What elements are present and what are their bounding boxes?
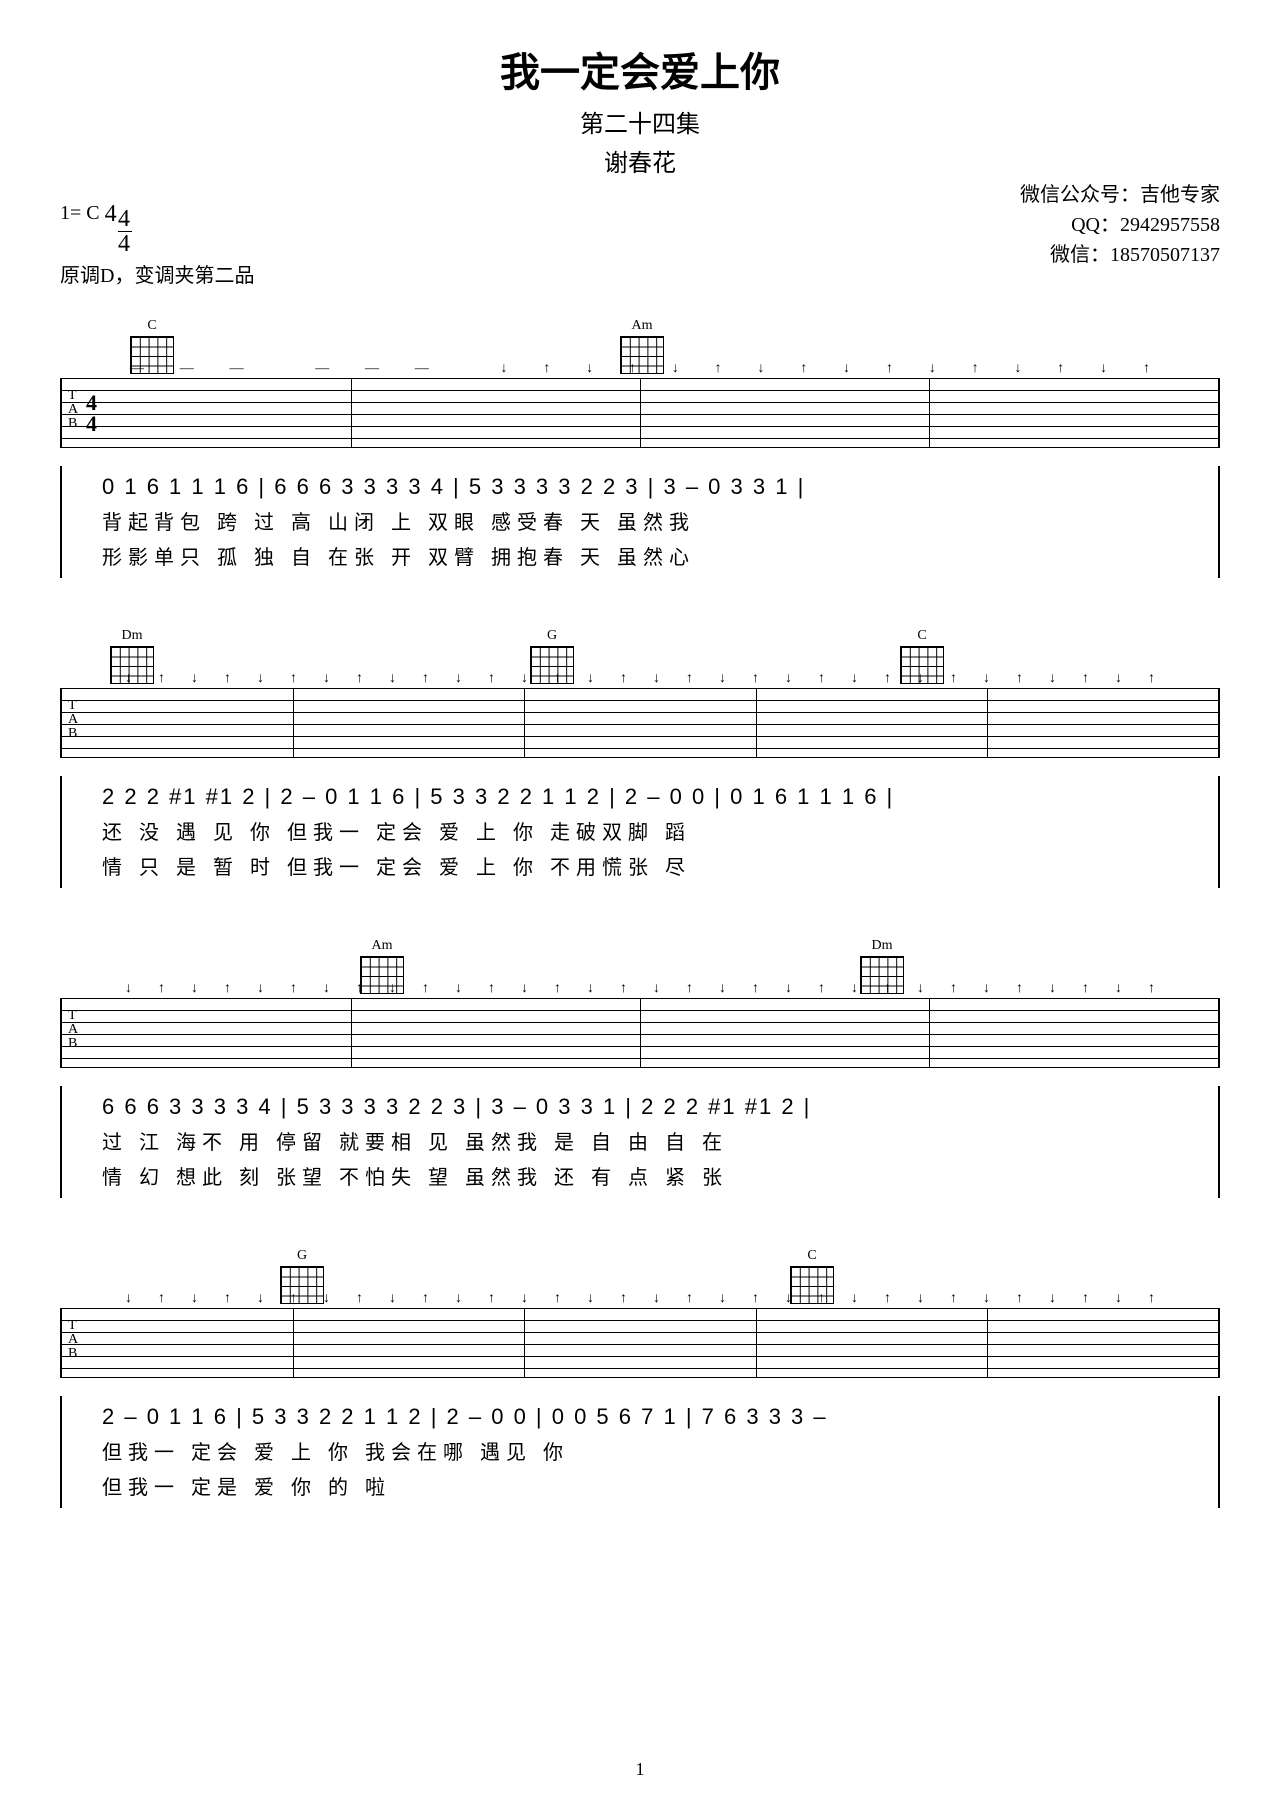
- system-row: G C TAB ↓↑↓↑↓↑↓↑ ↓↑↓↑↓↑↓↑ ↓↑↓↑↓↑↓↑ ↓↑↓↑↓…: [60, 1248, 1220, 1508]
- chord-name: Am: [620, 318, 664, 334]
- song-title: 我一定会爱上你: [60, 40, 1220, 98]
- lyrics-line-2: 形影单只 孤 独 自 在张 开 双臂 拥抱春 天 虽然心: [62, 541, 1218, 570]
- artist-name: 谢春花: [60, 143, 1220, 178]
- chord-name: C: [790, 1248, 834, 1264]
- key-label: 1= C: [60, 202, 100, 224]
- system-row: Am Dm TAB ↓↑↓↑↓↑↓↑ ↓↑↓↑↓↑↓↑ ↓↑↓↑↓↑↓↑ ↓↑↓…: [60, 938, 1220, 1198]
- chord-name: G: [280, 1248, 324, 1264]
- qq-number: QQ：2942957558: [1020, 210, 1220, 240]
- number-notation: 0 1 6 1 1 1 6 | 6 6 6 3 3 3 3 4 | 5 3 3 …: [62, 474, 1218, 500]
- number-staff: 2 – 0 1 1 6 | 5 3 3 2 2 1 1 2 | 2 – 0 0 …: [60, 1396, 1220, 1508]
- chord-name: C: [130, 318, 174, 334]
- lyrics-line-2: 但我一 定是 爱 你 的 啦: [62, 1471, 1218, 1500]
- capo-info: 原调D，变调夹第二品: [60, 260, 254, 292]
- strum-arrows: ↓↑↓↑↓↑↓↑ ↓↑↓↑↓↑↓↑ ↓↑↓↑↓↑↓↑ ↓↑↓↑↓↑↓↑: [62, 671, 1218, 687]
- lyrics-line-2: 情 只 是 暂 时 但我一 定会 爱 上 你 不用慌张 尽: [62, 851, 1218, 880]
- tab-clef: TAB: [68, 1009, 78, 1051]
- lyrics-line-1: 背起背包 跨 过 高 山闭 上 双眼 感受春 天 虽然我: [62, 506, 1218, 535]
- page-number: 1: [636, 1759, 645, 1780]
- tab-staff: TAB ↓↑↓↑↓↑↓↑ ↓↑↓↑↓↑↓↑ ↓↑↓↑↓↑↓↑ ↓↑↓↑↓↑↓↑: [60, 688, 1220, 758]
- number-staff: 2 2 2 #1 #1 2 | 2 – 0 1 1 6 | 5 3 3 2 2 …: [60, 776, 1220, 888]
- number-staff: 0 1 6 1 1 1 6 | 6 6 6 3 3 3 3 4 | 5 3 3 …: [60, 466, 1220, 578]
- lyrics-line-1: 还 没 遇 见 你 但我一 定会 爱 上 你 走破双脚 蹈: [62, 816, 1218, 845]
- number-notation: 2 – 0 1 1 6 | 5 3 3 2 2 1 1 2 | 2 – 0 0 …: [62, 1404, 1218, 1430]
- chord-name: C: [900, 628, 944, 644]
- number-staff: 6 6 6 3 3 3 3 4 | 5 3 3 3 3 2 2 3 | 3 – …: [60, 1086, 1220, 1198]
- strum-arrows: ↓↑↓↑↓↑↓↑ ↓↑↓↑↓↑↓↑ ↓↑↓↑↓↑↓↑ ↓↑↓↑↓↑↓↑: [62, 981, 1218, 997]
- system-row: Dm G C TAB ↓↑↓↑↓↑↓↑ ↓↑↓↑↓↑↓↑ ↓↑↓↑↓↑↓↑ ↓: [60, 628, 1220, 888]
- lyrics-line-1: 过 江 海不 用 停留 就要相 见 虽然我 是 自 由 自 在: [62, 1126, 1218, 1155]
- number-notation: 6 6 6 3 3 3 3 4 | 5 3 3 3 3 2 2 3 | 3 – …: [62, 1094, 1218, 1120]
- wechat-public: 微信公众号：吉他专家: [1020, 180, 1220, 210]
- meta-left-block: 1= C 4 4 4 原调D，变调夹第二品: [60, 195, 254, 292]
- chord-name: Dm: [860, 938, 904, 954]
- chord-name: Dm: [110, 628, 154, 644]
- tab-staff: TAB ↓↑↓↑↓↑↓↑ ↓↑↓↑↓↑↓↑ ↓↑↓↑↓↑↓↑ ↓↑↓↑↓↑↓↑: [60, 1308, 1220, 1378]
- strum-arrows: —————— ↓↑↓↑↓↑↓↑ ↓↑↓↑↓↑↓↑: [62, 361, 1218, 377]
- number-notation: 2 2 2 #1 #1 2 | 2 – 0 1 1 6 | 5 3 3 2 2 …: [62, 784, 1218, 810]
- system-row: C Am TAB 44 —————— ↓↑↓↑↓↑↓↑ ↓↑↓↑↓↑↓↑ 0 1…: [60, 318, 1220, 578]
- tab-clef: TAB: [68, 389, 78, 431]
- time-sig-top: 4: [118, 206, 130, 232]
- tab-clef: TAB: [68, 1319, 78, 1361]
- music-systems: C Am TAB 44 —————— ↓↑↓↑↓↑↓↑ ↓↑↓↑↓↑↓↑ 0 1…: [60, 318, 1220, 1508]
- tab-clef: TAB: [68, 699, 78, 741]
- time-sig-bot: 4: [118, 231, 130, 257]
- weixin-number: 微信：18570507137: [1020, 240, 1220, 270]
- tab-staff: TAB ↓↑↓↑↓↑↓↑ ↓↑↓↑↓↑↓↑ ↓↑↓↑↓↑↓↑ ↓↑↓↑↓↑↓↑: [60, 998, 1220, 1068]
- tab-staff: TAB 44 —————— ↓↑↓↑↓↑↓↑ ↓↑↓↑↓↑↓↑: [60, 378, 1220, 448]
- ts-bot: 4: [86, 411, 97, 436]
- lyrics-line-2: 情 幻 想此 刻 张望 不怕失 望 虽然我 还 有 点 紧 张: [62, 1161, 1218, 1190]
- meta-right-block: 微信公众号：吉他专家 QQ：2942957558 微信：18570507137: [1020, 180, 1220, 270]
- song-subtitle: 第二十四集: [60, 104, 1220, 139]
- lyrics-line-1: 但我一 定会 爱 上 你 我会在哪 遇见 你: [62, 1436, 1218, 1465]
- strum-arrows: ↓↑↓↑↓↑↓↑ ↓↑↓↑↓↑↓↑ ↓↑↓↑↓↑↓↑ ↓↑↓↑↓↑↓↑: [62, 1291, 1218, 1307]
- chord-name: G: [530, 628, 574, 644]
- chord-name: Am: [360, 938, 404, 954]
